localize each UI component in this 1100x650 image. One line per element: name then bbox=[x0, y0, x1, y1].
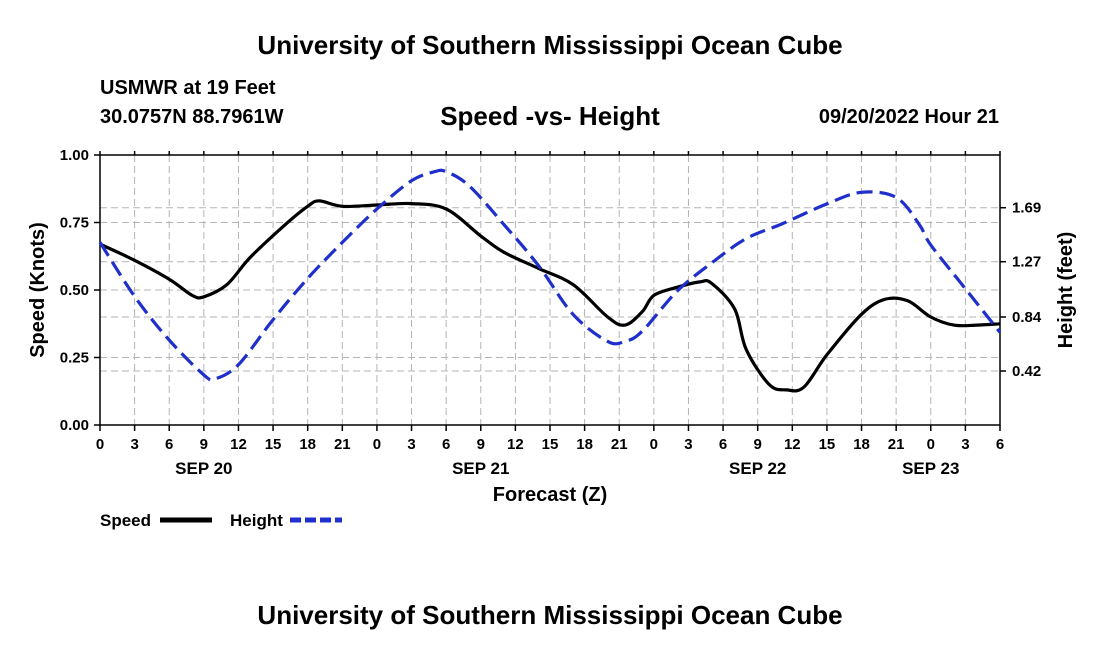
y-left-tick-label: 1.00 bbox=[60, 147, 89, 164]
x-tick-label: 3 bbox=[961, 436, 969, 453]
grid-lines bbox=[100, 155, 1000, 425]
y-right-tick-label: 0.84 bbox=[1012, 309, 1042, 326]
axis-ticks: 0 3 6 9 12 15 18 21 0 3 6 9 12 15 18 21 0 3 6 9 12 15 18 21 0 3 6S… bbox=[60, 147, 1042, 478]
x-tick-label: 12 bbox=[507, 436, 524, 453]
x-tick-label: 12 bbox=[230, 436, 247, 453]
x-tick-label: 21 bbox=[888, 436, 905, 453]
x-tick-label: 21 bbox=[334, 436, 351, 453]
x-tick-label: 18 bbox=[853, 436, 870, 453]
x-tick-label: 6 bbox=[442, 436, 450, 453]
x-date-label: SEP 22 bbox=[729, 459, 786, 478]
chart-title: Speed -vs- Height bbox=[440, 101, 660, 131]
legend-height-label: Height bbox=[230, 511, 283, 530]
x-tick-label: 3 bbox=[407, 436, 415, 453]
x-axis-label: Forecast (Z) bbox=[493, 484, 607, 506]
x-tick-label: 9 bbox=[200, 436, 208, 453]
main-title: University of Southern Mississippi Ocean… bbox=[257, 30, 843, 60]
x-tick-label: 0 bbox=[650, 436, 658, 453]
y-left-tick-label: 0.25 bbox=[60, 350, 89, 367]
x-tick-label: 18 bbox=[299, 436, 316, 453]
x-tick-label: 15 bbox=[819, 436, 836, 453]
series-lines bbox=[98, 168, 1002, 393]
x-date-label: SEP 21 bbox=[452, 459, 509, 478]
x-date-label: SEP 23 bbox=[902, 459, 959, 478]
legend-speed-label: Speed bbox=[100, 511, 151, 530]
x-tick-label: 21 bbox=[611, 436, 628, 453]
y-right-tick-label: 1.69 bbox=[1012, 200, 1041, 217]
x-tick-label: 15 bbox=[265, 436, 282, 453]
x-tick-label: 18 bbox=[576, 436, 593, 453]
y-left-tick-label: 0.00 bbox=[60, 417, 89, 434]
speed-series-line bbox=[99, 199, 1001, 393]
x-tick-label: 9 bbox=[754, 436, 762, 453]
x-tick-label: 6 bbox=[996, 436, 1004, 453]
x-tick-label: 0 bbox=[96, 436, 104, 453]
station-coordinates: 30.0757N 88.7961W bbox=[100, 106, 284, 128]
height-series-line bbox=[98, 168, 1002, 382]
x-tick-label: 0 bbox=[927, 436, 935, 453]
forecast-date-hour: 09/20/2022 Hour 21 bbox=[818, 106, 999, 128]
y-right-tick-label: 1.27 bbox=[1012, 254, 1041, 271]
x-tick-label: 6 bbox=[719, 436, 727, 453]
x-tick-label: 9 bbox=[477, 436, 485, 453]
x-tick-label: 6 bbox=[165, 436, 173, 453]
x-tick-label: 15 bbox=[542, 436, 559, 453]
footer-title: University of Southern Mississippi Ocean… bbox=[257, 600, 843, 630]
y-left-tick-label: 0.75 bbox=[60, 215, 89, 232]
station-label: USMWR at 19 Feet bbox=[100, 77, 276, 99]
x-tick-label: 12 bbox=[784, 436, 801, 453]
x-tick-label: 3 bbox=[130, 436, 138, 453]
y-axis-left-label: Speed (Knots) bbox=[27, 222, 49, 358]
legend: Speed Height bbox=[100, 511, 342, 530]
y-right-tick-label: 0.42 bbox=[1012, 363, 1041, 380]
y-left-tick-label: 0.50 bbox=[60, 282, 89, 299]
x-date-label: SEP 20 bbox=[175, 459, 232, 478]
x-tick-label: 0 bbox=[373, 436, 381, 453]
y-axis-right-label: Height (feet) bbox=[1055, 232, 1077, 349]
x-tick-label: 3 bbox=[684, 436, 692, 453]
